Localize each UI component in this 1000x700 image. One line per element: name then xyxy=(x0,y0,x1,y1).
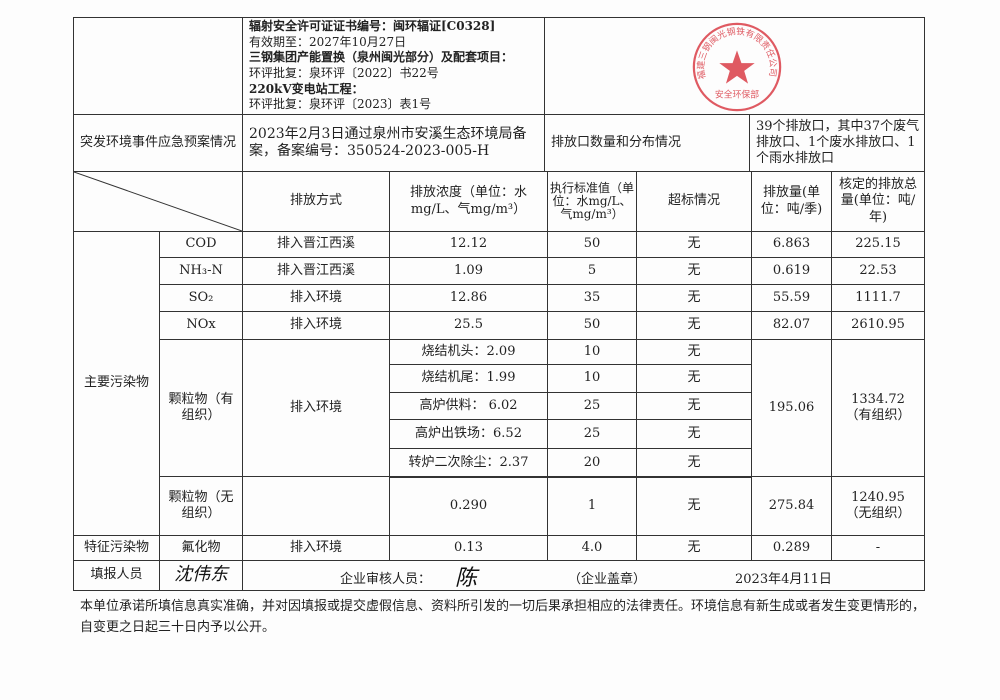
particulate-sub-conc: 高炉供料： 6.02 xyxy=(389,392,548,420)
row-name: NH₃-N xyxy=(159,257,243,285)
emergency-label: 突发环境事件应急预案情况 xyxy=(73,114,243,172)
license-cell: 辐射安全许可证证书编号：闽环辐证[C0328] 有效期至：2027年10月27日… xyxy=(242,17,545,115)
filler-signature-cell: 沈伟东 xyxy=(159,560,243,591)
diagonal-line xyxy=(74,172,242,231)
row-method: 排入环境 xyxy=(242,311,390,340)
particulate-sub-std: 10 xyxy=(547,339,637,365)
filler-signature: 沈伟东 xyxy=(174,564,228,586)
particulate-sub-std: 20 xyxy=(547,448,637,478)
outlets-label: 排放口数量和分布情况 xyxy=(544,114,750,172)
particulate-org-method: 排入环境 xyxy=(242,339,390,477)
particulate-sub-exceed: 无 xyxy=(636,448,752,478)
particulate-sub-std: 10 xyxy=(547,364,637,393)
row-std: 50 xyxy=(547,311,637,340)
particulate-org-name: 颗粒物（有组织） xyxy=(159,339,243,477)
license-line: 辐射安全许可证证书编号：闽环辐证[C0328] xyxy=(249,19,496,34)
row-std: 50 xyxy=(547,231,637,258)
row-approved: 1111.7 xyxy=(831,284,925,312)
particulate-unorg-name: 颗粒物（无组织） xyxy=(159,476,243,536)
feature-std: 4.0 xyxy=(547,535,637,561)
license-line: 环评批复：泉环评〔2022〕书22号 xyxy=(249,66,439,80)
particulate-sub-exceed: 无 xyxy=(636,339,752,365)
row-exceed: 无 xyxy=(636,231,752,258)
license-line: 三钢集团产能置换（泉州闽光部分）及配套项目： xyxy=(249,50,514,65)
emergency-value: 2023年2月3日通过泉州市安溪生态环境局备案，备案编号：350524-2023… xyxy=(242,114,545,172)
particulate-sub-conc: 高炉出铁场：6.52 xyxy=(389,419,548,449)
particulate-sub-exceed: 无 xyxy=(636,419,752,449)
particulate-sub-conc: 烧结机尾：1.99 xyxy=(389,364,548,393)
row-amount: 0.619 xyxy=(751,257,832,285)
particulate-sub-std: 25 xyxy=(547,419,637,449)
particulate-org-approved: 1334.72（有组织） xyxy=(831,339,925,477)
feature-amount: 0.289 xyxy=(751,535,832,561)
date: 2023年4月11日 xyxy=(735,572,832,587)
review-cell xyxy=(242,560,925,591)
license-line: 有效期至：2027年10月27日 xyxy=(249,34,407,49)
header-method: 排放方式 xyxy=(242,171,390,232)
feature-label: 特征污染物 xyxy=(73,535,160,561)
particulate-unorg-amount: 275.84 xyxy=(751,476,832,536)
particulate-unorg-conc: 0.290 xyxy=(389,476,548,536)
row-approved: 2610.95 xyxy=(831,311,925,340)
particulate-sub-conc: 转炉二次除尘：2.37 xyxy=(389,448,548,478)
header-concentration: 排放浓度（单位：水mg/L、气mg/m³） xyxy=(389,171,548,232)
header-amount: 排放量(单位：吨/季) xyxy=(751,171,832,232)
particulate-sub-exceed: 无 xyxy=(636,392,752,420)
row-amount: 6.863 xyxy=(751,231,832,258)
row-conc: 12.12 xyxy=(389,231,548,258)
particulate-sub-exceed: 无 xyxy=(636,364,752,393)
row-approved: 225.15 xyxy=(831,231,925,258)
feature-approved: - xyxy=(831,535,925,561)
row-conc: 12.86 xyxy=(389,284,548,312)
empty-cell xyxy=(73,17,243,115)
row-conc: 1.09 xyxy=(389,257,548,285)
row-method: 排入晋江西溪 xyxy=(242,257,390,285)
row-amount: 82.07 xyxy=(751,311,832,340)
row-name: COD xyxy=(159,231,243,258)
particulate-unorg-method xyxy=(242,476,390,536)
license-line: 220kV变电站工程： xyxy=(249,81,364,96)
row-name: SO₂ xyxy=(159,284,243,312)
empty-cell xyxy=(544,17,925,115)
seal-label: （企业盖章） xyxy=(568,572,647,587)
main-pollutants-label: 主要污染物 xyxy=(73,231,160,536)
header-approved: 核定的排放总量(单位：吨/年) xyxy=(831,171,925,232)
row-approved: 22.53 xyxy=(831,257,925,285)
particulate-sub-std: 25 xyxy=(547,392,637,420)
reviewer-label: 企业审核人员： xyxy=(340,572,432,587)
row-conc: 25.5 xyxy=(389,311,548,340)
row-amount: 55.59 xyxy=(751,284,832,312)
row-name: NOx xyxy=(159,311,243,340)
feature-conc: 0.13 xyxy=(389,535,548,561)
feature-method: 排入环境 xyxy=(242,535,390,561)
particulate-sub-conc: 烧结机头：2.09 xyxy=(389,339,548,365)
particulate-unorg-std: 1 xyxy=(547,476,637,536)
license-line: 环评批复：泉环评〔2023〕表1号 xyxy=(249,97,432,112)
outlets-value: 39个排放口，其中37个废气排放口、1个废水排放口、1个雨水排放口 xyxy=(749,114,925,172)
filler-label: 填报人员 xyxy=(73,560,160,591)
particulate-org-amount: 195.06 xyxy=(751,339,832,477)
feature-name: 氟化物 xyxy=(159,535,243,561)
row-exceed: 无 xyxy=(636,311,752,340)
row-exceed: 无 xyxy=(636,257,752,285)
particulate-unorg-exceed: 无 xyxy=(636,476,752,536)
reviewer-signature: 陈 xyxy=(455,566,478,591)
row-method: 排入晋江西溪 xyxy=(242,231,390,258)
row-std: 35 xyxy=(547,284,637,312)
header-standard: 执行标准值（单位：水mg/L、气mg/m³） xyxy=(547,171,637,232)
feature-exceed: 无 xyxy=(636,535,752,561)
header-exceed: 超标情况 xyxy=(636,171,752,232)
particulate-unorg-approved: 1240.95（无组织） xyxy=(831,476,925,536)
footer-statement: 本单位承诺所填信息真实准确，并对因填报或提交虚假信息、资料所引发的一切后果承担相… xyxy=(80,599,926,635)
row-std: 5 xyxy=(547,257,637,285)
row-exceed: 无 xyxy=(636,284,752,312)
diagonal-header-cell xyxy=(73,171,243,232)
row-method: 排入环境 xyxy=(242,284,390,312)
